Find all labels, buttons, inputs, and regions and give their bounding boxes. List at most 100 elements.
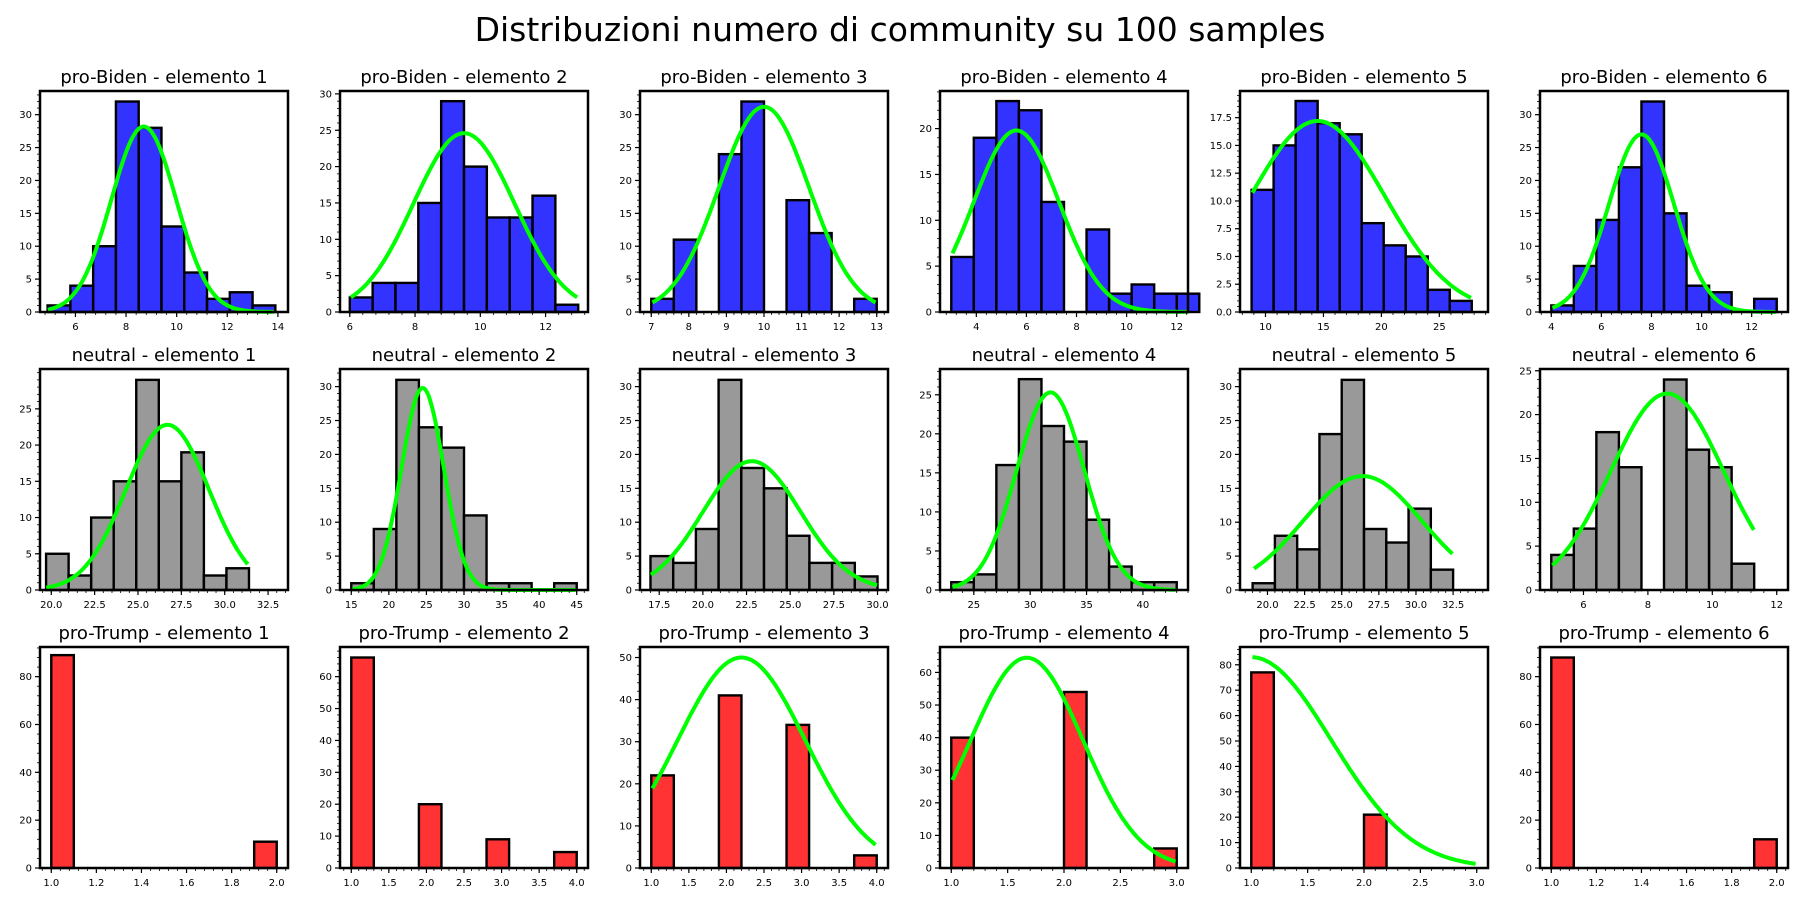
- y-tick-label: 30: [319, 89, 332, 100]
- histogram-bar: [785, 198, 811, 314]
- y-tick-label: 0: [1226, 586, 1232, 597]
- y-tick-label: 5: [1226, 552, 1232, 563]
- histogram-bar: [950, 255, 976, 314]
- histogram-bar: [1730, 562, 1756, 592]
- histogram-bar: [531, 194, 557, 314]
- axes-frame: [638, 645, 890, 870]
- y-tick-label: 0: [926, 586, 932, 597]
- x-tick-label: 40: [533, 600, 546, 611]
- histogram-bar: [785, 534, 811, 592]
- axes-frame: [1538, 367, 1790, 592]
- x-tick-label: 12: [1745, 322, 1758, 333]
- y-tick-label: 25: [1519, 366, 1532, 377]
- x-tick-label: 1.0: [1243, 878, 1259, 889]
- x-tick-label: 25: [420, 600, 433, 611]
- x-tick-label: 30.0: [1405, 600, 1427, 611]
- histogram-bar: [485, 216, 511, 314]
- subplot-title: neutral - elemento 1: [72, 345, 257, 366]
- x-tick-label: 1.8: [224, 878, 240, 889]
- subplot: neutral - elemento 6 6 8 10 12 0 5 10 15 20 25: [1519, 345, 1790, 611]
- y-tick-label: 40: [1519, 768, 1532, 779]
- y-tick-label: 30: [619, 382, 632, 393]
- y-tick-label: 10: [1219, 838, 1232, 849]
- x-tick-label: 2.5: [1412, 878, 1428, 889]
- x-tick-label: 3.5: [531, 878, 547, 889]
- x-tick-label: 4: [973, 322, 979, 333]
- x-tick-label: 20: [382, 600, 395, 611]
- y-tick-label: 30: [1219, 787, 1232, 798]
- y-tick-label: 0: [926, 308, 932, 319]
- x-tick-label: 1.4: [134, 878, 150, 889]
- fit-curve: [1551, 391, 1756, 567]
- y-tick-label: 30: [19, 110, 32, 121]
- y-tick-label: 20: [319, 800, 332, 811]
- histogram-bar: [372, 527, 398, 592]
- x-tick-label: 30: [1024, 600, 1037, 611]
- y-tick-label: 15: [919, 170, 932, 181]
- y-tick-label: 0: [926, 864, 932, 875]
- y-tick-label: 0: [326, 864, 332, 875]
- histogram-bar: [1040, 424, 1066, 592]
- y-tick-label: 30: [619, 737, 632, 748]
- y-tick-label: 10: [1519, 498, 1532, 509]
- x-tick-label: 3.0: [794, 878, 810, 889]
- y-tick-label: 20: [1219, 813, 1232, 824]
- histogram-bar: [1685, 448, 1711, 592]
- axes-frame: [338, 89, 590, 314]
- histogram-bar: [552, 850, 578, 870]
- histogram-bar: [1085, 518, 1111, 592]
- x-tick-label: 2.0: [418, 878, 434, 889]
- histogram-bar: [417, 803, 443, 870]
- y-tick-label: 30: [1219, 382, 1232, 393]
- x-tick-label: 1.0: [943, 878, 959, 889]
- histogram-bar: [1448, 299, 1473, 314]
- y-tick-label: 40: [1219, 762, 1232, 773]
- y-tick-label: 25: [319, 416, 332, 427]
- y-tick-label: 25: [19, 404, 32, 415]
- x-tick-label: 27.5: [170, 600, 192, 611]
- histogram-bar: [225, 567, 251, 592]
- histogram-bar: [137, 126, 163, 314]
- histogram-bar: [785, 723, 811, 870]
- y-tick-label: 20: [1519, 410, 1532, 421]
- y-tick-label: 15.0: [1210, 141, 1232, 152]
- y-tick-label: 25: [919, 390, 932, 401]
- y-tick-label: 15: [919, 468, 932, 479]
- subplot: neutral - elemento 5 20.0 22.5 25.0 27.5 30.0…: [1219, 345, 1490, 611]
- x-tick-label: 10: [474, 322, 487, 333]
- histogram-bar: [1617, 166, 1643, 314]
- x-tick-label: 1.0: [643, 878, 659, 889]
- y-tick-label: 20: [919, 124, 932, 135]
- subplot-title: pro-Biden - elemento 6: [1560, 67, 1767, 88]
- x-tick-label: 25.0: [127, 600, 149, 611]
- x-tick-label: 1.0: [343, 878, 359, 889]
- y-tick-label: 10: [19, 513, 32, 524]
- histogram-bar: [462, 165, 489, 314]
- y-tick-label: 20: [1519, 816, 1532, 827]
- x-tick-label: 30: [458, 600, 471, 611]
- x-tick-label: 1.8: [1724, 878, 1740, 889]
- histogram-bar: [671, 561, 698, 592]
- x-tick-label: 1.5: [1000, 878, 1016, 889]
- histogram-bar: [69, 284, 95, 314]
- histogram-bar: [1429, 568, 1455, 592]
- subplot: pro-Biden - elemento 2 6 8 10 12 0 5 10 15 20 25 30: [319, 67, 590, 333]
- y-tick-label: 50: [619, 653, 632, 664]
- subplot-title: pro-Trump - elemento 2: [358, 623, 569, 644]
- x-tick-label: 3.0: [1169, 878, 1185, 889]
- histogram-bar: [1550, 656, 1576, 870]
- x-tick-label: 3.0: [1469, 878, 1485, 889]
- x-tick-label: 20.0: [40, 600, 62, 611]
- x-tick-label: 30.0: [214, 600, 236, 611]
- fit-curve: [349, 131, 579, 300]
- y-tick-label: 10: [619, 518, 632, 529]
- histogram-bar: [1040, 200, 1066, 314]
- subplot: neutral - elemento 2 15 20 25 30 35 40 45 0 5 10 15…: [319, 345, 590, 611]
- histogram-bar: [348, 296, 374, 314]
- x-tick-label: 17.5: [648, 600, 670, 611]
- y-tick-label: 5: [26, 549, 32, 560]
- x-tick-label: 40: [1137, 600, 1150, 611]
- x-tick-label: 2.0: [269, 878, 285, 889]
- fit-curve: [950, 128, 1188, 314]
- y-tick-label: 10: [619, 821, 632, 832]
